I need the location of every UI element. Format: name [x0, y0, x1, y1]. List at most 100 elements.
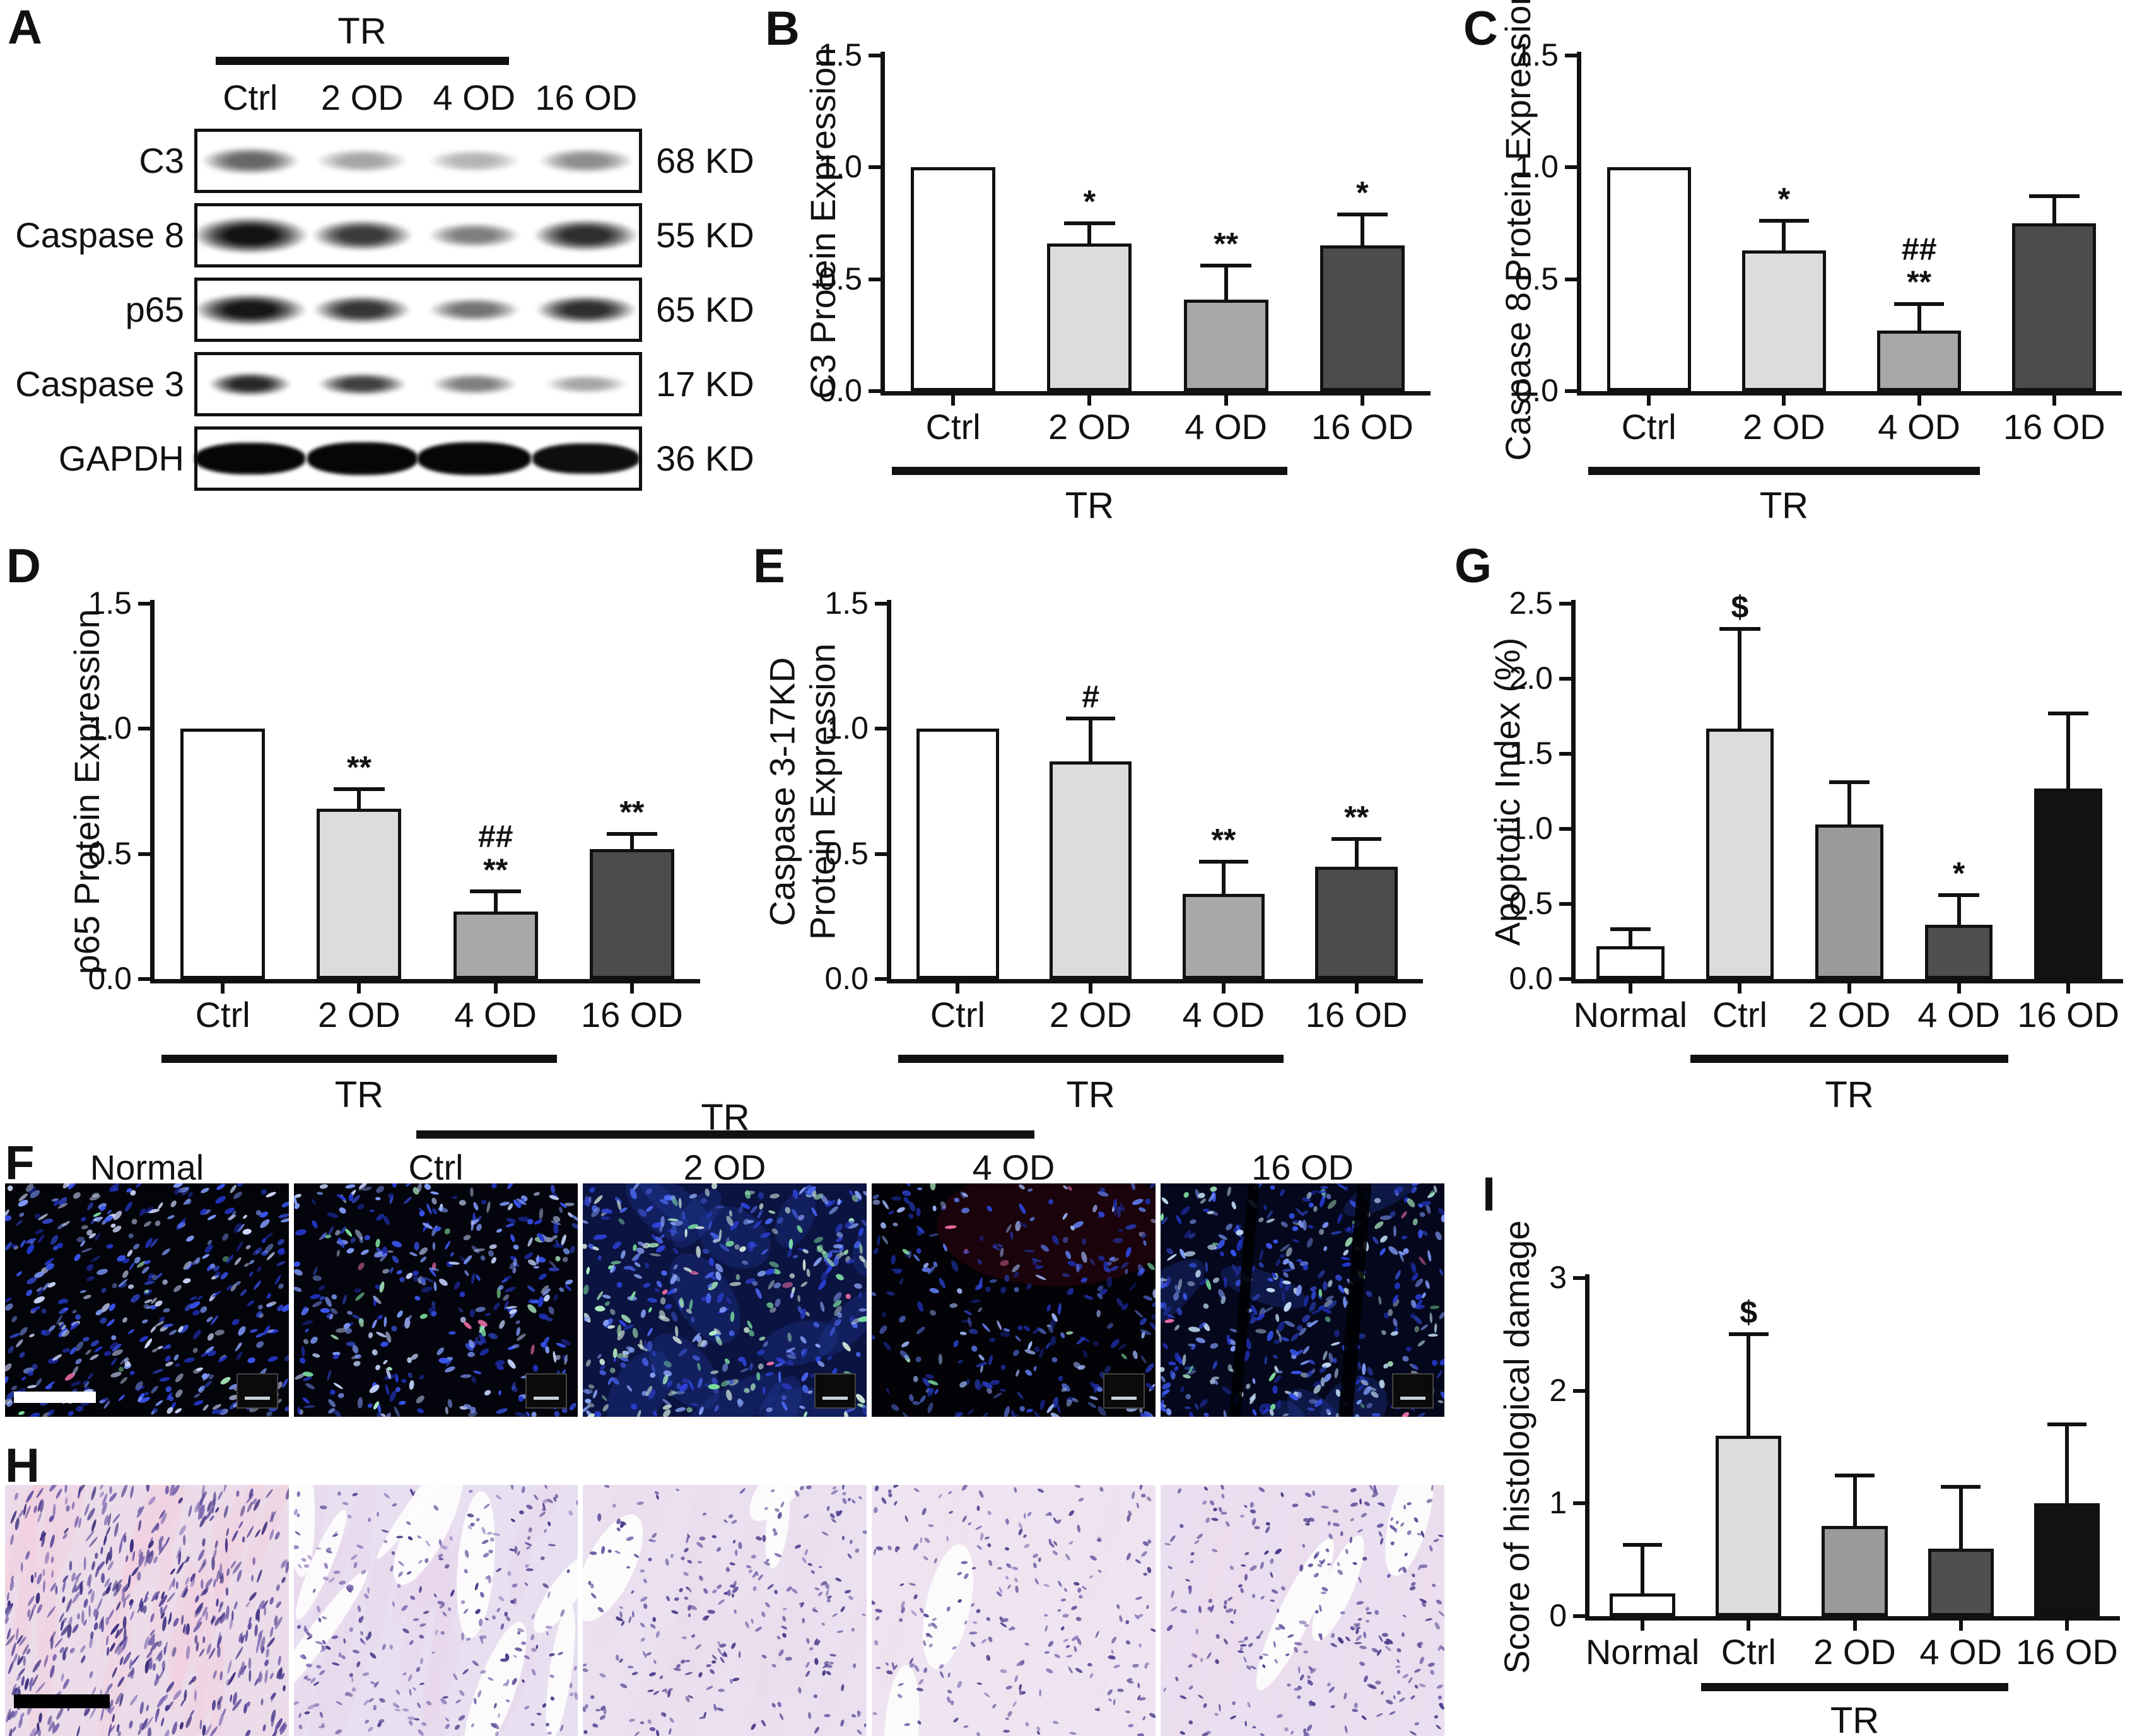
- tr-group-label: TR: [1830, 1700, 1880, 1736]
- y-axis-label: Caspase 3-17KD Protein Expression: [762, 643, 843, 940]
- y-axis-label: Caspase 8 Protein Expression: [1497, 0, 1538, 461]
- bar-4-od: [1183, 299, 1268, 391]
- x-category-label: 4 OD: [1919, 1632, 2003, 1672]
- panel-f-label-normal: Normal: [90, 1147, 204, 1187]
- fluorescence-image-16-od: [1161, 1183, 1444, 1417]
- bar-ctrl: [1606, 167, 1691, 391]
- y-tick: [869, 165, 885, 170]
- error-bar-stem: [1354, 838, 1359, 882]
- panel-f-label-2-od: 2 OD: [683, 1147, 766, 1187]
- error-bar-cap: [1729, 1332, 1769, 1337]
- bar-4-od: [1182, 894, 1265, 979]
- y-tick-label: 1.0: [88, 710, 132, 746]
- blot-mw-label: 36 KD: [656, 438, 754, 478]
- x-tick: [1360, 396, 1364, 406]
- blot-protein-label: p65: [125, 290, 184, 329]
- y-tick: [875, 602, 891, 606]
- error-bar-stem: [1738, 629, 1742, 744]
- y-tick: [138, 602, 155, 606]
- x-category-label: 2 OD: [1048, 407, 1131, 447]
- blot-band: [534, 295, 638, 325]
- y-axis: [1585, 1274, 1589, 1621]
- blot-band: [316, 372, 408, 396]
- y-tick: [1573, 1388, 1589, 1393]
- blot-band: [195, 443, 306, 474]
- error-bar-cap: [1941, 1484, 1981, 1489]
- blot-mw-label: 68 KD: [656, 141, 754, 180]
- x-tick: [951, 396, 956, 406]
- x-category-label: Ctrl: [1721, 1632, 1776, 1672]
- bar-2-od: [1047, 243, 1132, 391]
- histology-image-2-od: [583, 1485, 867, 1736]
- blot-band: [312, 295, 413, 325]
- x-category-label: 16 OD: [1305, 995, 1408, 1035]
- fluorescence-image-normal: [5, 1183, 289, 1417]
- y-tick-label: 2: [1549, 1372, 1567, 1408]
- y-tick-label: 0.5: [88, 835, 132, 871]
- error-bar-cap: [1719, 627, 1760, 631]
- x-category-label: 16 OD: [1311, 407, 1413, 447]
- panel-b-chart-c3: B 0.0 0.5 1.0 1.5 C3 Protein Expression Ctrl *…: [765, 1, 1453, 526]
- bar-normal: [1609, 1593, 1676, 1616]
- y-axis: [1577, 52, 1581, 396]
- blot-band: [537, 148, 635, 174]
- bar-4-od: [1928, 1548, 1994, 1616]
- error-bar-cap: [1065, 717, 1116, 721]
- significance-marker: *: [1952, 855, 1965, 891]
- x-category-label: Normal: [1585, 1632, 1700, 1672]
- significance-marker: ## **: [1901, 231, 1937, 300]
- y-tick: [138, 852, 155, 856]
- significance-marker: **: [1344, 799, 1369, 835]
- histology-image-4-od: [872, 1485, 1156, 1736]
- x-tick: [1738, 983, 1742, 994]
- panel-f-label-16-od: 16 OD: [1251, 1147, 1354, 1187]
- y-tick-label: 1.5: [88, 585, 132, 621]
- histology-image-normal: [5, 1485, 289, 1736]
- y-tick-label: 1.0: [1509, 811, 1553, 846]
- x-tick: [956, 983, 960, 994]
- significance-marker: ## **: [477, 819, 513, 888]
- x-tick: [1354, 983, 1359, 994]
- scale-annotation-box: [237, 1373, 278, 1409]
- blot-band: [192, 293, 309, 327]
- blot-band: [532, 443, 640, 474]
- blot-band: [208, 372, 293, 397]
- blot-protein-label: Caspase 8: [15, 215, 184, 255]
- x-tick: [2052, 396, 2056, 406]
- significance-marker: **: [1211, 822, 1236, 858]
- panel-c-chart-caspase8: C 0.0 0.5 1.0 1.5 Caspase 8 Protein Expressi…: [1458, 0, 2141, 526]
- bar-2-od: [1815, 824, 1883, 979]
- bar-2-od: [1741, 250, 1826, 391]
- panel-e-chart-caspase3: E 0.0 0.5 1.0 1.5 Caspase 3-17KD Protein Exp…: [730, 537, 1449, 1130]
- blot-lane-label: Ctrl: [223, 78, 278, 117]
- tr-group-line: [1690, 1055, 2008, 1063]
- x-category-label: Ctrl: [930, 995, 985, 1035]
- error-bar-stem: [1089, 718, 1093, 777]
- x-category-label: 2 OD: [1808, 995, 1891, 1035]
- blot-band: [426, 297, 522, 322]
- x-tick: [1647, 396, 1651, 406]
- blot-protein-label: GAPDH: [58, 438, 184, 478]
- error-bar-cap: [1200, 264, 1251, 268]
- significance-marker: $: [1731, 589, 1749, 625]
- y-tick-label: 0.5: [1514, 261, 1559, 296]
- blot-band: [310, 219, 414, 252]
- blot-protein-label: C3: [139, 141, 184, 180]
- error-bar-stem: [2064, 1424, 2069, 1519]
- y-tick: [1565, 165, 1581, 170]
- y-tick: [1559, 677, 1576, 681]
- error-bar-cap: [1331, 836, 1381, 841]
- x-tick: [1221, 983, 1226, 994]
- bar-ctrl: [1706, 728, 1774, 979]
- x-category-label: 16 OD: [2003, 407, 2105, 447]
- y-tick-label: 0: [1549, 1598, 1567, 1633]
- blot-band: [199, 146, 301, 175]
- panel-letter-a: A: [8, 1, 42, 54]
- fluorescence-image-4-od: [872, 1183, 1156, 1417]
- error-bar-stem: [2066, 713, 2071, 804]
- y-tick-label: 1.5: [1514, 37, 1559, 73]
- blot-mw-label: 17 KD: [656, 364, 754, 404]
- x-tick: [1224, 396, 1228, 406]
- y-axis: [150, 600, 155, 983]
- y-tick-label: 1: [1549, 1485, 1567, 1521]
